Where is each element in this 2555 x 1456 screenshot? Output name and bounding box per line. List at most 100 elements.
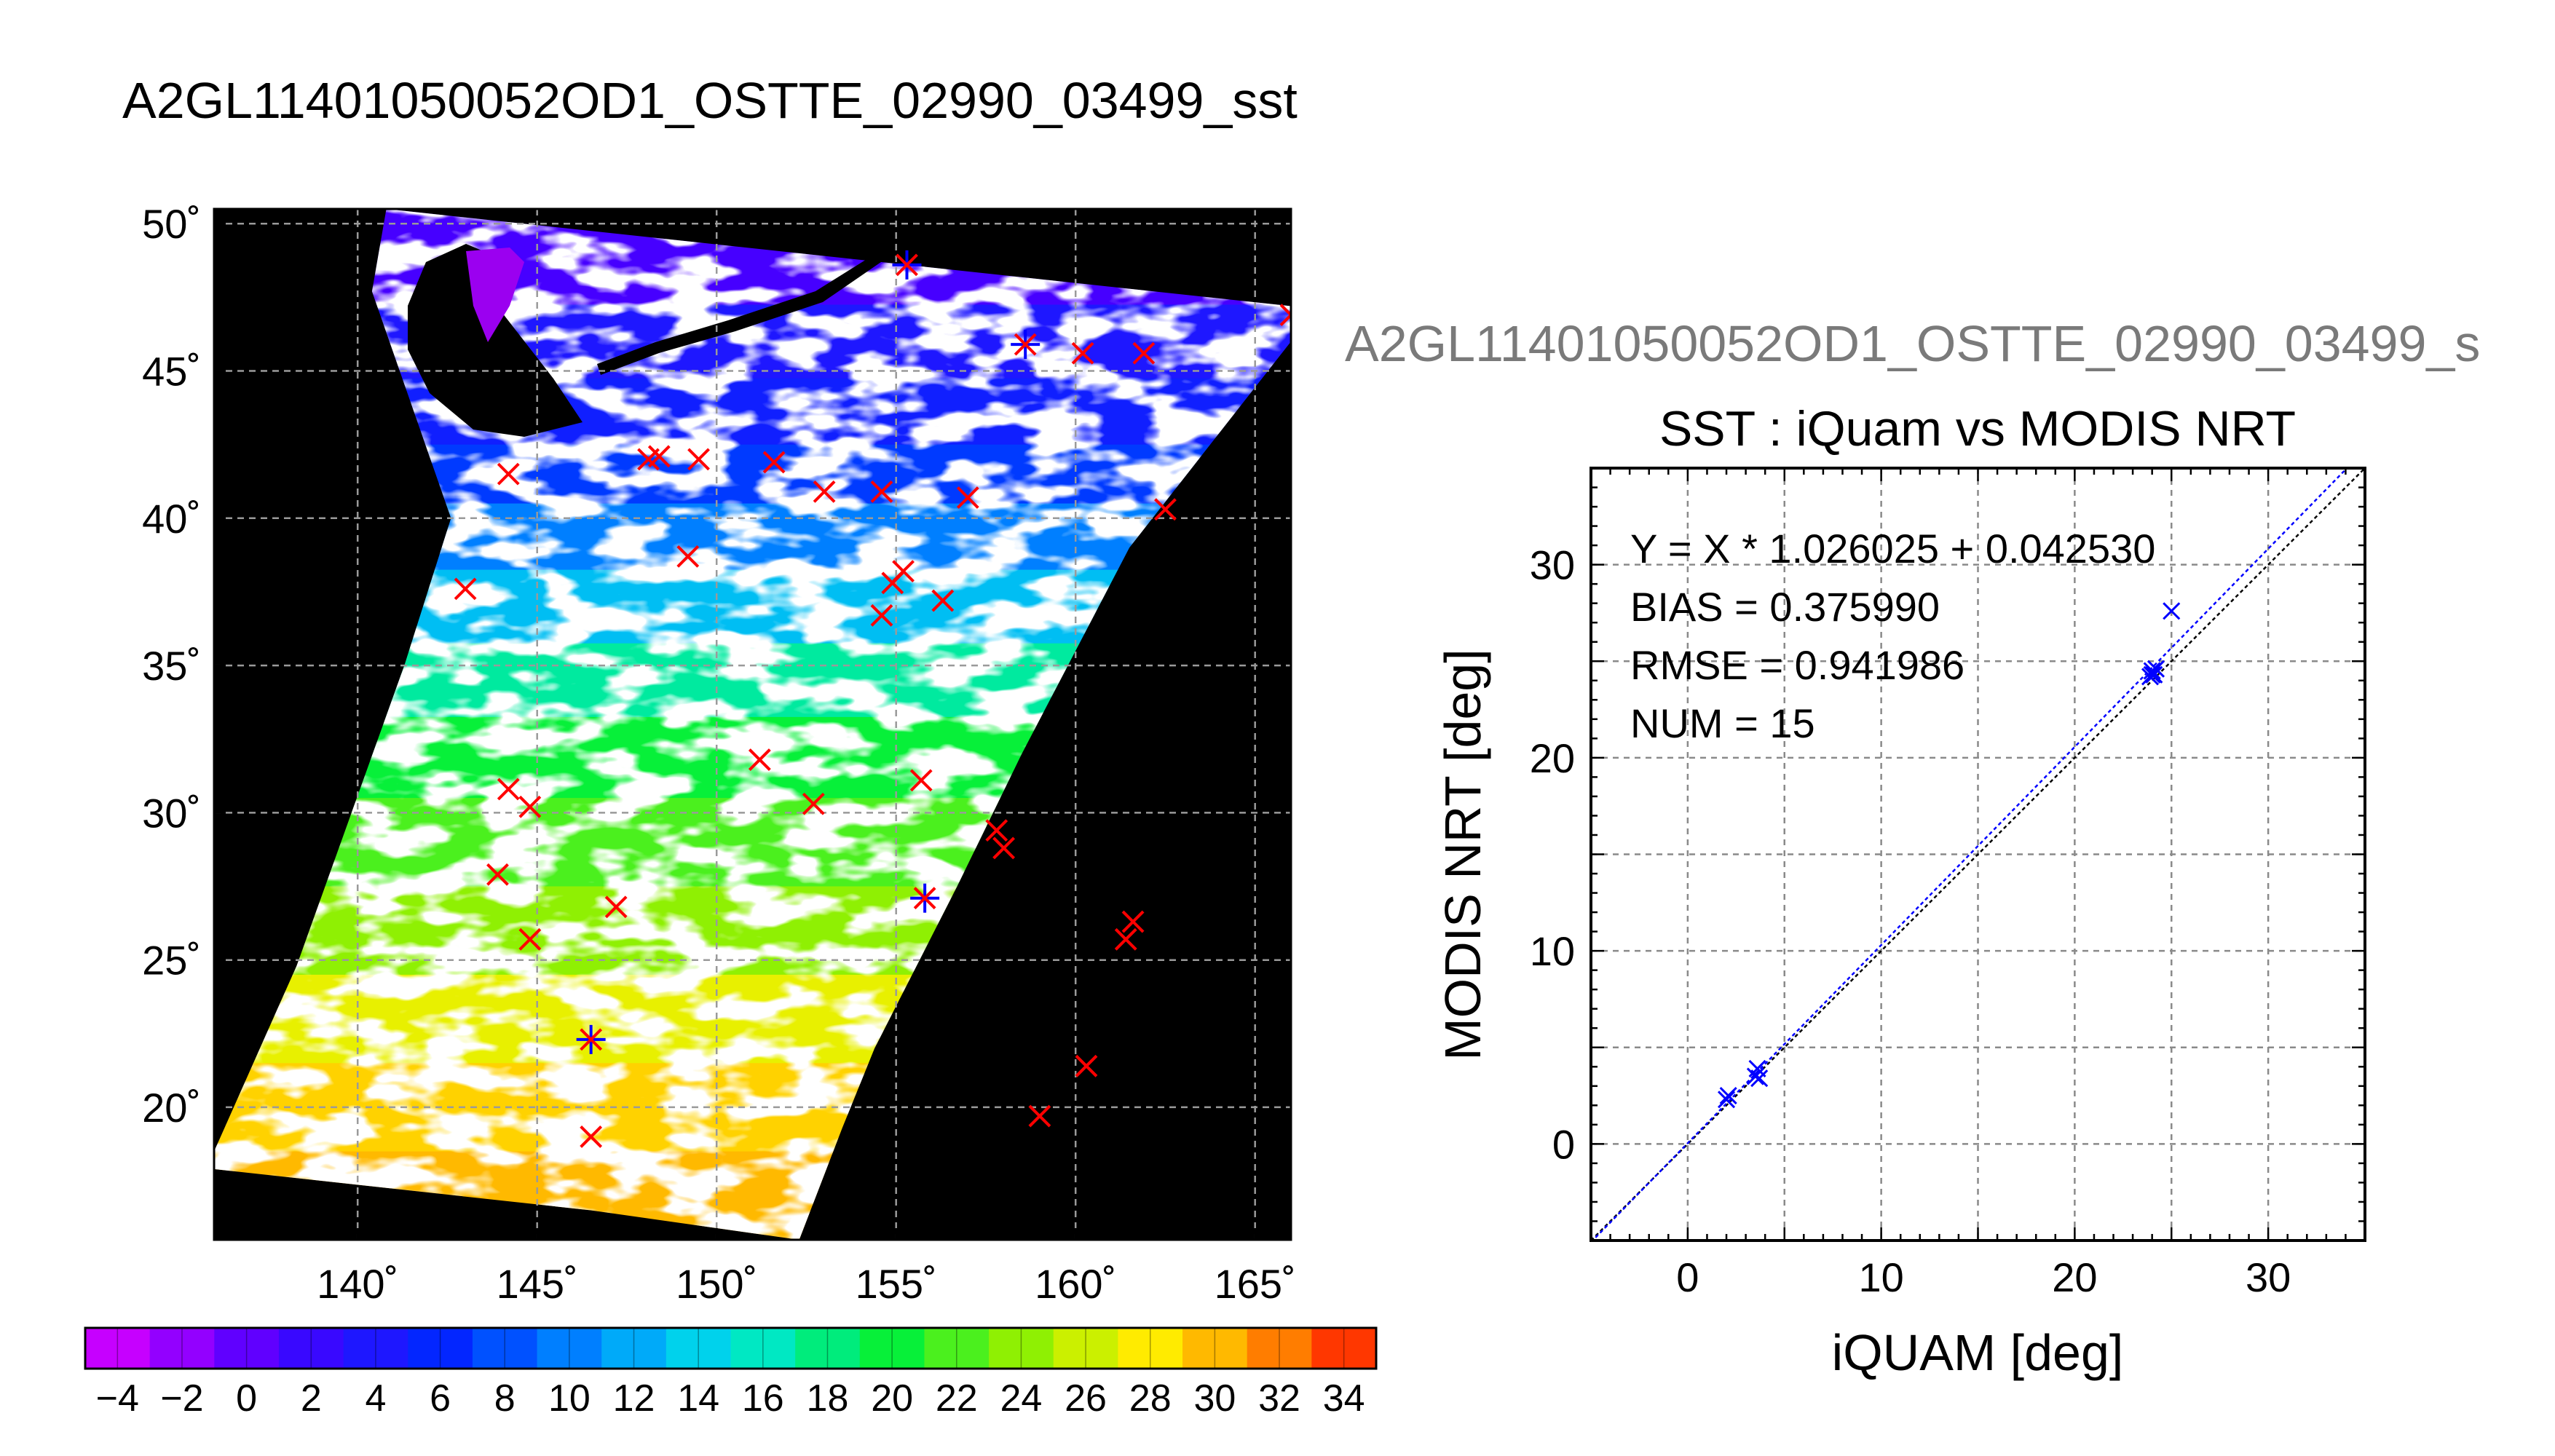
colorbar-cell — [795, 1328, 861, 1369]
colorbar-cell — [278, 1328, 344, 1369]
colorbar-cell — [149, 1328, 215, 1369]
matchup-marker — [1154, 498, 1177, 521]
map-lat-tick-label: 30˚ — [142, 790, 201, 836]
matchup-marker — [813, 480, 836, 503]
regression-line — [1591, 468, 2349, 1241]
matchup-marker — [985, 819, 1008, 842]
scatter-stats: Y = X * 1.026025 + 0.042530 BIAS = 0.375… — [1630, 526, 2155, 746]
colorbar-tick-label: 34 — [1323, 1377, 1365, 1420]
scatter-xtick-label: 20 — [2052, 1254, 2097, 1300]
map-lat-tick-label: 25˚ — [142, 938, 201, 984]
colorbar-tick-label: 10 — [548, 1377, 591, 1420]
matchup-marker — [870, 604, 893, 627]
map-lon-tick-label: 160˚ — [1035, 1261, 1116, 1307]
matchup-marker — [992, 836, 1016, 860]
colorbar-tick-label: 2 — [301, 1377, 322, 1420]
matchup-marker — [1279, 304, 1291, 327]
colorbar-tick-label: 4 — [365, 1377, 386, 1420]
scatter-lines — [1591, 468, 2365, 1241]
scatter-point — [2145, 665, 2163, 684]
colorbar-frame — [84, 1326, 1378, 1370]
colorbar-cell — [1118, 1328, 1183, 1369]
matchup-marker — [1132, 341, 1156, 365]
map-lon-ticks: 140˚ 145˚ 150˚ 155˚ 160˚ 165˚ — [317, 1228, 1296, 1307]
matchup-marker — [647, 445, 671, 468]
scatter-xtick-label: 0 — [1676, 1254, 1699, 1300]
scatter-point — [1750, 1069, 1769, 1088]
colorbar-cell — [537, 1328, 602, 1369]
subtitle-clipped: A2GL11401050052OD1_OSTTE_02990_03499_s — [1345, 315, 2480, 372]
colorbar-cell — [408, 1328, 473, 1369]
scatter-point — [2163, 602, 2181, 620]
matchup-marker — [802, 792, 825, 815]
map-lon-tick-label: 155˚ — [856, 1261, 937, 1307]
matchup-marker — [1014, 333, 1037, 356]
colorbar-tick-label: 24 — [1000, 1377, 1043, 1420]
colorbar-cell — [85, 1328, 151, 1369]
map-lon-tick-label: 150˚ — [676, 1261, 757, 1307]
cold-water-okhotsk — [466, 248, 524, 342]
matchup-marker — [518, 927, 542, 951]
identity-line — [1591, 468, 2365, 1241]
matchup-markers — [454, 250, 1291, 1148]
scatter-ytick-label: 20 — [1530, 735, 1575, 781]
matchup-marker — [687, 448, 710, 471]
colorbar-tick-label: 8 — [494, 1377, 516, 1420]
colorbar-cell — [1311, 1328, 1377, 1369]
scatter-point — [1717, 1091, 1736, 1109]
colorbar-cell — [1053, 1328, 1118, 1369]
map-lat-ticks: 50˚ 45˚ 40˚ 35˚ 30˚ 25˚ 20˚ — [142, 201, 226, 1131]
colorbar-cell — [1182, 1328, 1248, 1369]
map-lon-tick-label: 165˚ — [1215, 1261, 1296, 1307]
matchup-marker — [762, 451, 786, 474]
matchup-marker — [1071, 341, 1094, 365]
colorbar-cell — [859, 1328, 925, 1369]
colorbar-tick-label: 14 — [677, 1377, 719, 1420]
matchup-marker — [580, 1028, 603, 1051]
map-lat-tick-label: 50˚ — [142, 201, 201, 247]
matchup-marker — [518, 795, 542, 818]
colorbar-cell — [601, 1328, 667, 1369]
colorbar-tick-label: −2 — [160, 1377, 203, 1420]
matchup-marker — [1028, 1104, 1051, 1128]
stats-rmse: RMSE = 0.941986 — [1630, 642, 1964, 688]
scatter-xlabel: iQUAM [deg] — [1832, 1324, 2124, 1381]
colorbar-cell — [343, 1328, 408, 1369]
colorbar-tick-label: −4 — [96, 1377, 139, 1420]
matchup-marker — [896, 253, 918, 277]
map-lat-tick-label: 35˚ — [142, 643, 201, 689]
sst-map-panel: 50˚ 45˚ 40˚ 35˚ 30˚ 25˚ 20˚ 140˚ 145˚ 150˚ 155˚ 16… — [142, 201, 1296, 1307]
stats-bias: BIAS = 0.375990 — [1630, 584, 1940, 630]
colorbar-cell — [730, 1328, 796, 1369]
colorbar-cell — [989, 1328, 1054, 1369]
colorbar-tick-label: 20 — [871, 1377, 913, 1420]
map-lon-tick-label: 140˚ — [317, 1261, 398, 1307]
land-kuril-chain — [597, 255, 881, 375]
colorbar-cell — [214, 1328, 280, 1369]
matchup-marker — [486, 863, 509, 886]
matchup-marker — [931, 589, 955, 612]
map-frame — [213, 207, 1292, 1241]
colorbar-tick-label: 6 — [430, 1377, 451, 1420]
matchup-marker — [909, 769, 933, 792]
matchup-marker — [676, 545, 700, 568]
colorbar-tick-label: 32 — [1258, 1377, 1300, 1420]
scatter-ytick-label: 10 — [1530, 928, 1575, 974]
map-lat-tick-label: 40˚ — [142, 496, 201, 542]
colorbar-cell — [1247, 1328, 1312, 1369]
colorbar-cell — [924, 1328, 990, 1369]
scatter-point — [2143, 662, 2161, 680]
matchup-marker — [881, 571, 904, 595]
scatter-ytick-label: 0 — [1552, 1121, 1575, 1167]
colorbar-tick-label: 16 — [742, 1377, 784, 1420]
stats-regression: Y = X * 1.026025 + 0.042530 — [1630, 526, 2155, 571]
matchup-marker — [497, 778, 520, 801]
matchup-marker — [1121, 910, 1145, 933]
figure-title: A2GL11401050052OD1_OSTTE_02990_03499_sst — [122, 72, 1298, 129]
scatter-title: SST : iQuam vs MODIS NRT — [1659, 401, 2296, 456]
scatter-point — [2143, 665, 2161, 684]
matchup-marker — [454, 577, 477, 601]
map-lon-tick-label: 145˚ — [497, 1261, 578, 1307]
colorbar-tick-label: 30 — [1193, 1377, 1236, 1420]
